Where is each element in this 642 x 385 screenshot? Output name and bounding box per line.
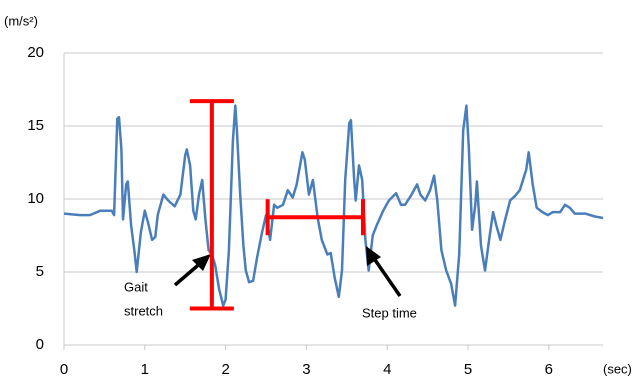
x-tick-label: 2 xyxy=(221,361,229,378)
x-tick-label: 5 xyxy=(464,361,472,378)
x-tick-label: 4 xyxy=(383,361,391,378)
x-unit: (sec) xyxy=(603,361,632,376)
x-tick-label: 6 xyxy=(545,361,553,378)
arrow xyxy=(371,256,402,297)
series-line xyxy=(63,104,604,307)
y-tick-label: 15 xyxy=(27,117,44,134)
y-unit: (m/s²) xyxy=(4,13,38,28)
annotations: Gait stretch Step time xyxy=(124,99,417,320)
plot xyxy=(63,104,604,307)
y-tick-label: 5 xyxy=(36,263,44,280)
arrowhead xyxy=(192,254,211,271)
x-tick-label: 1 xyxy=(141,361,149,378)
annotation-label: stretch xyxy=(124,303,163,318)
y-tick-label: 20 xyxy=(27,44,44,61)
x-tick-label: 3 xyxy=(302,361,310,378)
annotation-label: Step time xyxy=(362,305,417,320)
arrowhead xyxy=(366,246,381,266)
x-tick-label: 0 xyxy=(60,361,68,378)
y-tick-label: 10 xyxy=(27,190,44,207)
annotation-label: Gait xyxy=(124,279,148,294)
y-tick-label: 0 xyxy=(36,336,44,353)
